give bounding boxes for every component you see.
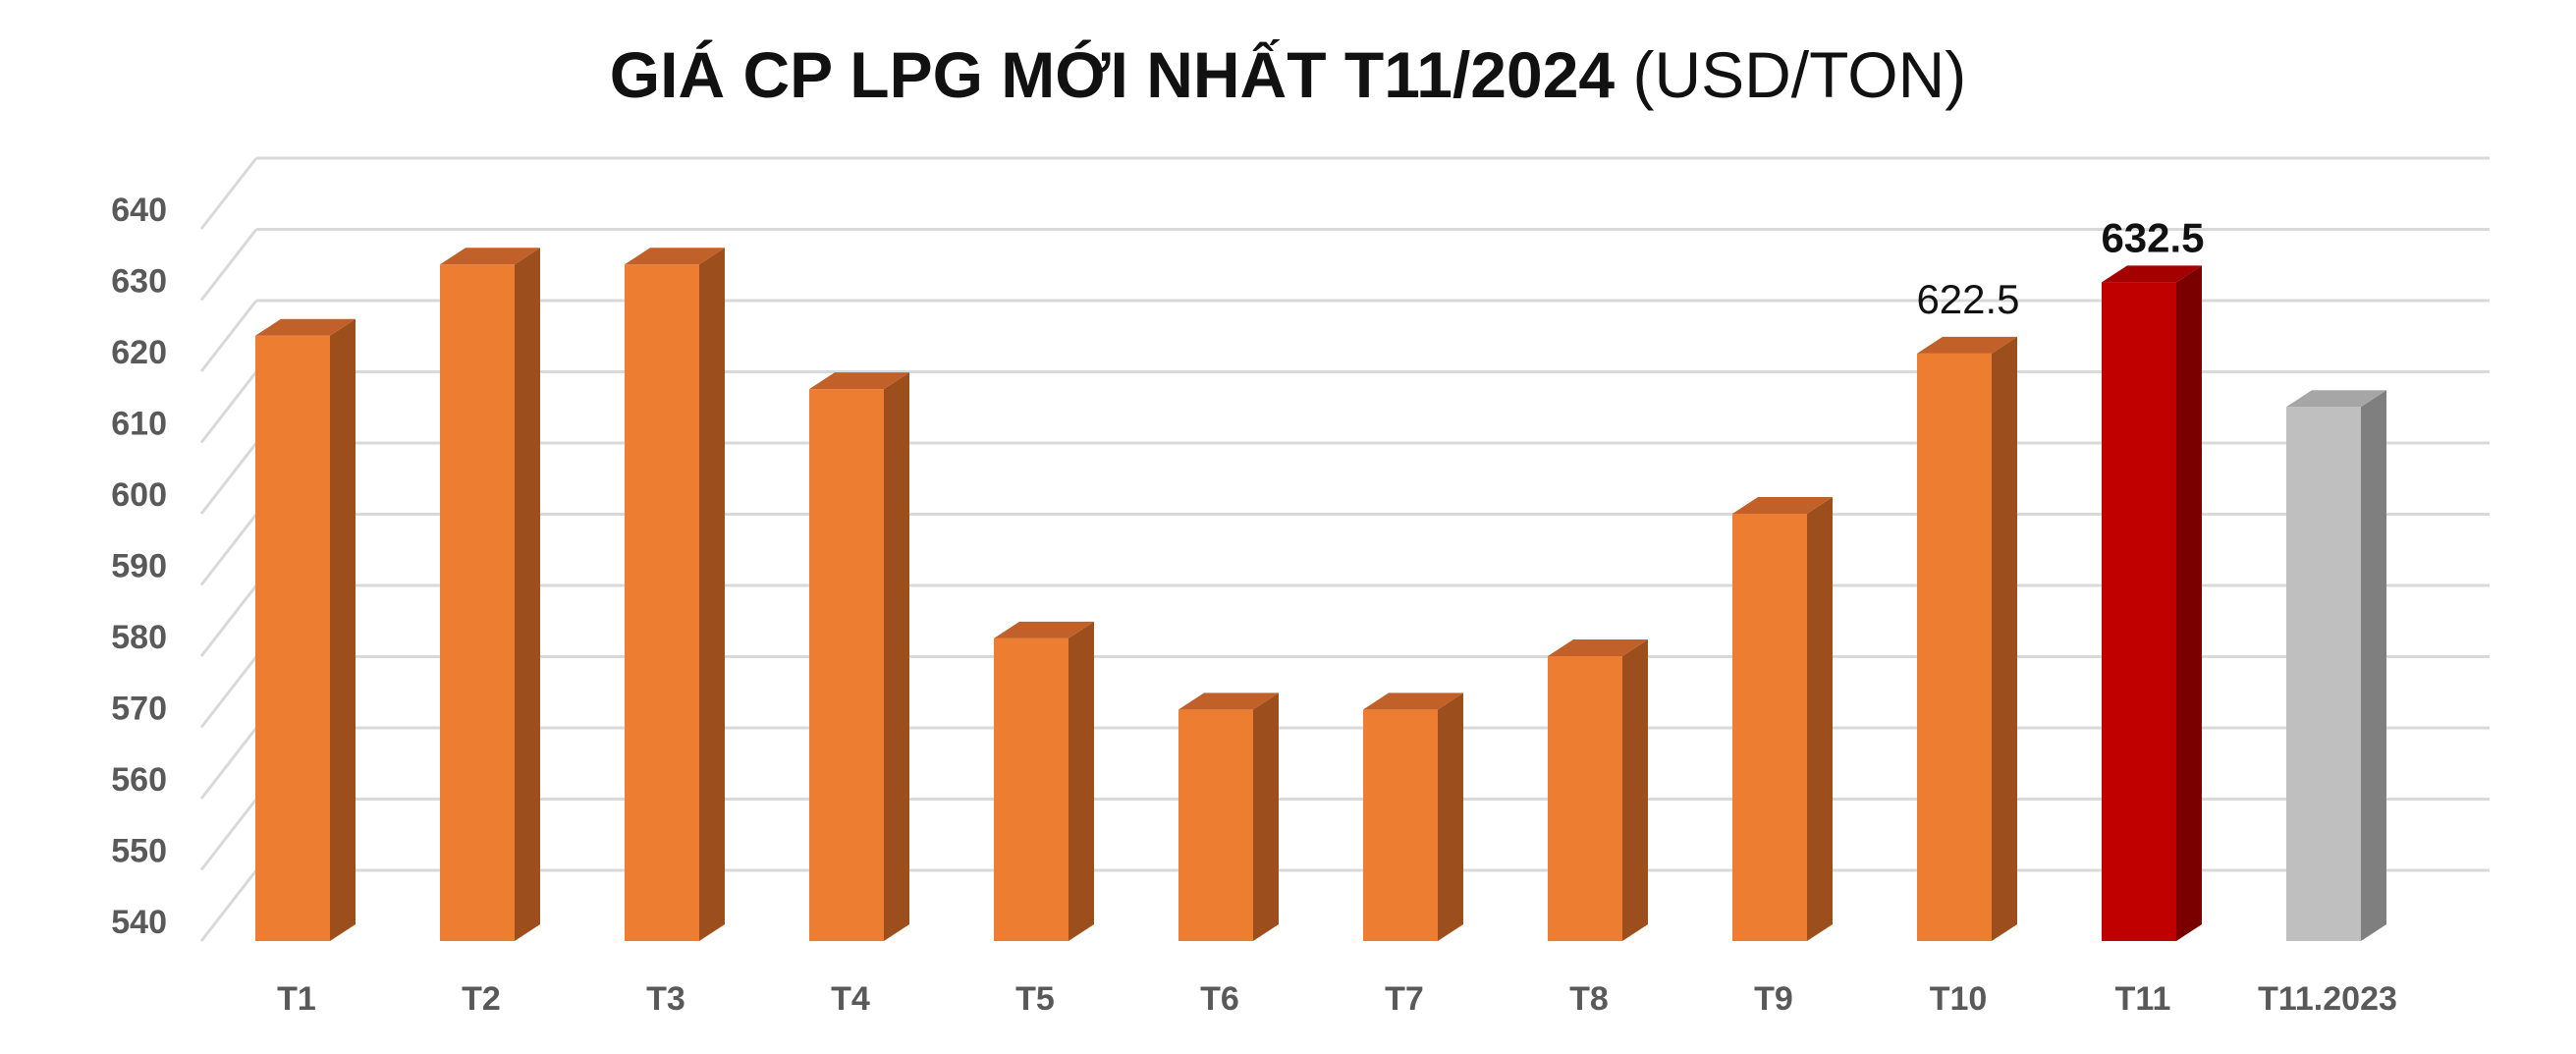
- chart-title-unit: (USD/TON): [1632, 38, 1967, 111]
- x-tick-label: T3: [646, 980, 685, 1018]
- y-tick-label: 630: [111, 263, 167, 301]
- bar-t2: [440, 248, 540, 941]
- bar-top: [1548, 639, 1648, 656]
- bar-t9: [1732, 497, 1833, 941]
- x-tick-label: T10: [1930, 980, 1988, 1018]
- y-tick-label: 550: [111, 833, 167, 870]
- x-tick-label: T6: [1200, 980, 1239, 1018]
- bar-front: [809, 389, 884, 941]
- chart-title: GIÁ CP LPG MỚI NHẤT T11/2024 (USD/TON): [0, 37, 2576, 112]
- data-label: 632.5: [2101, 214, 2204, 260]
- bar-side: [330, 318, 356, 941]
- bar-front: [1548, 656, 1622, 941]
- x-axis-labels: T1 T2 T3 T4 T5 T6 T7 T8 T9 T10 T11 T11.2023: [277, 980, 2397, 1018]
- bar-top: [1178, 693, 1279, 710]
- bar-side: [1622, 639, 1648, 941]
- bar-t3: [625, 248, 725, 941]
- bar-t7: [1363, 693, 1463, 941]
- bar-front: [1917, 353, 1992, 941]
- bar-top: [994, 621, 1094, 638]
- bar-side: [1807, 497, 1833, 941]
- bar-t10: [1917, 336, 2017, 941]
- bar-t11: [2102, 265, 2202, 941]
- gridline-diag: [199, 157, 258, 230]
- x-tick-label: T2: [462, 980, 501, 1018]
- bar-front: [2286, 407, 2361, 941]
- bar-front: [1363, 709, 1438, 941]
- bar-side: [2176, 265, 2202, 941]
- bar-side: [1253, 693, 1279, 941]
- y-tick-label: 540: [111, 904, 167, 941]
- bar-side: [884, 372, 909, 941]
- y-tick-label: 560: [111, 761, 167, 799]
- x-tick-label: T7: [1385, 980, 1424, 1018]
- bar-side: [1438, 693, 1463, 941]
- y-tick-label: 610: [111, 406, 167, 443]
- bar-side: [699, 248, 725, 941]
- bar-top: [440, 248, 540, 265]
- data-labels: 622.5 632.5: [1916, 214, 2204, 322]
- bar-front: [2102, 282, 2176, 941]
- bar-side: [1069, 621, 1094, 941]
- bar-t1: [255, 318, 356, 941]
- bar-top: [2102, 265, 2202, 283]
- y-tick-label: 620: [111, 334, 167, 371]
- x-tick-label: T11.2023: [2258, 980, 2397, 1018]
- bar-t5: [994, 621, 1094, 941]
- gridline-diag: [199, 798, 258, 871]
- gridline-diag: [199, 584, 258, 657]
- data-label: 622.5: [1916, 276, 2019, 322]
- x-tick-label: T8: [1569, 980, 1609, 1018]
- bar-top: [1363, 693, 1463, 710]
- bar-top: [625, 248, 725, 265]
- bar-front: [440, 264, 515, 941]
- gridline-diag: [199, 655, 258, 729]
- gridline-diag: [199, 300, 258, 372]
- bar-front: [255, 335, 330, 941]
- y-tick-label: 590: [111, 548, 167, 585]
- bar-top: [2286, 390, 2386, 408]
- gridline-diag: [199, 727, 258, 800]
- y-axis-ticks: 540 550 560 570 580 590 600 610 620 630 640: [111, 192, 167, 941]
- y-tick-label: 580: [111, 619, 167, 656]
- bar-front: [625, 264, 699, 941]
- bar-top: [255, 318, 356, 336]
- bar-front: [1732, 514, 1807, 941]
- bar-side: [515, 248, 540, 941]
- y-tick-label: 640: [111, 192, 167, 229]
- gridline-diag: [199, 513, 258, 586]
- bars: [255, 248, 2386, 941]
- gridline-diag: [199, 370, 258, 444]
- bar-side: [1992, 336, 2017, 941]
- bar-side: [2361, 390, 2386, 941]
- chart-title-main: GIÁ CP LPG MỚI NHẤT T11/2024: [609, 38, 1616, 111]
- x-tick-label: T1: [277, 980, 316, 1018]
- bar-front: [1178, 709, 1253, 941]
- bar-t11-2023: [2286, 390, 2386, 941]
- bar-t8: [1548, 639, 1648, 941]
- bar-front: [994, 638, 1069, 941]
- gridline-diag: [199, 869, 258, 942]
- y-tick-label: 600: [111, 476, 167, 514]
- x-tick-label: T4: [831, 980, 870, 1018]
- x-tick-label: T9: [1754, 980, 1793, 1018]
- bar-top: [1732, 497, 1833, 514]
- gridline-diag: [199, 228, 258, 302]
- y-tick-label: 570: [111, 691, 167, 728]
- x-tick-label: T11: [2115, 980, 2171, 1018]
- bar-t4: [809, 372, 909, 941]
- bar-top: [809, 372, 909, 390]
- gridline-diag: [199, 442, 258, 515]
- bar-t6: [1178, 693, 1279, 941]
- x-tick-label: T5: [1015, 980, 1055, 1018]
- bar-top: [1917, 336, 2017, 354]
